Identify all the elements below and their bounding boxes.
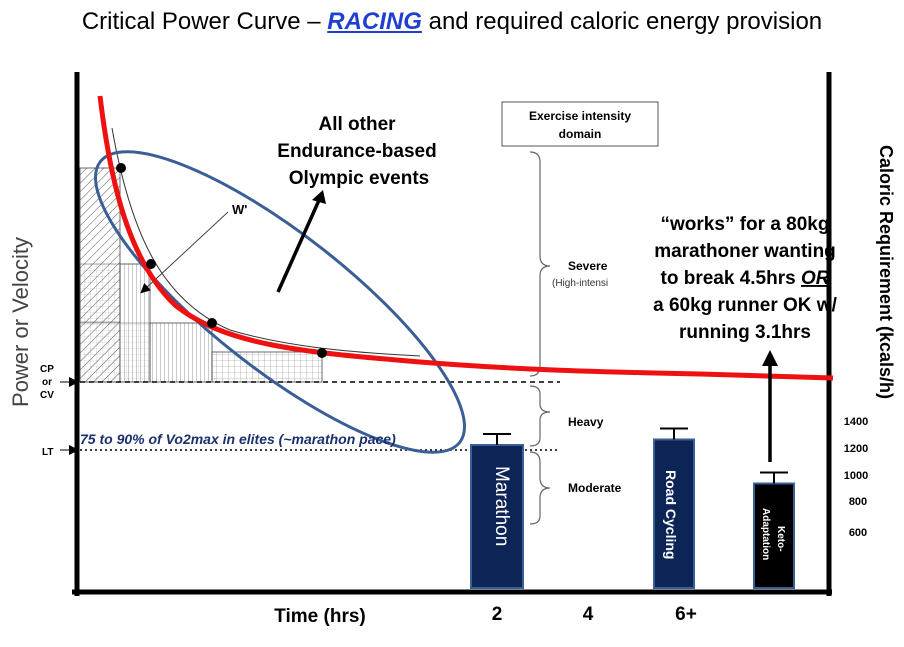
- x-axis-label: Time (hrs): [274, 606, 366, 627]
- y-right-tick: 1400: [844, 416, 868, 428]
- keto-note-2: marathoner wanting: [654, 241, 836, 262]
- domain-severe-sub: (High-intensi: [552, 278, 608, 289]
- curve-point: [207, 318, 217, 328]
- curve-point: [116, 163, 126, 173]
- y-right-tick: 600: [849, 527, 867, 539]
- domain-heavy: Heavy: [568, 415, 604, 429]
- bar-label-marathon: Marathon: [491, 466, 512, 546]
- bar-road-cycling: [653, 438, 695, 589]
- curve-point: [146, 259, 156, 269]
- reference-curve: [111, 127, 421, 357]
- cp-label-1: CP: [40, 364, 54, 375]
- x-tick: 2: [492, 604, 503, 625]
- bar-marathon: [470, 444, 524, 589]
- title-racing: RACING: [327, 8, 422, 35]
- olympic-line1: All other: [318, 114, 396, 135]
- y-right-tick: 1200: [844, 443, 868, 455]
- y-right-tick: 800: [849, 496, 867, 508]
- w-prime-area: [79, 167, 323, 383]
- chart-title: Critical Power Curve – RACING and requir…: [0, 8, 904, 36]
- domain-box: [501, 101, 659, 147]
- lt-label: LT: [42, 447, 53, 458]
- domain-severe: Severe: [568, 259, 608, 273]
- domain-moderate: Moderate: [568, 481, 622, 495]
- bar-label-keto-2: Adaptation: [760, 508, 771, 560]
- keto-note-4: a 60kg runner OK w/: [653, 295, 837, 316]
- keto-note-3: to break 4.5hrs OR: [661, 268, 830, 289]
- keto-note-1: “works” for a 80kg: [661, 214, 830, 235]
- keto-arrowhead: [762, 350, 778, 366]
- keto-note-5: running 3.1hrs: [679, 322, 811, 343]
- curve-point: [317, 348, 327, 358]
- olympic-line3: Olympic events: [289, 168, 429, 189]
- brace-heavy: [529, 385, 551, 447]
- w-prime-pointer: [140, 211, 229, 294]
- critical-power-curve: [97, 95, 834, 381]
- olympic-events-ellipse: [94, 150, 466, 454]
- y-left-label: Power or Velocity: [8, 237, 33, 407]
- w-prime-label: W': [232, 202, 247, 217]
- olympic-line2: Endurance-based: [277, 141, 436, 162]
- keto-note-3-prefix: to break 4.5hrs: [661, 268, 801, 289]
- bar-label-keto-1: Keto-: [775, 526, 786, 552]
- olympic-arrowhead: [312, 190, 326, 204]
- vo2max-label: 75 to 90% of Vo2max in elites (~marathon…: [80, 431, 396, 447]
- bars-layer: [470, 427, 795, 589]
- cp-label-2: or: [42, 377, 52, 388]
- brace-severe: [529, 151, 551, 377]
- keto-note-3-or: OR: [801, 268, 830, 289]
- domain-box-line1: Exercise intensity: [529, 109, 631, 123]
- bar-keto-adaptation: [753, 482, 795, 589]
- title-prefix: Critical Power Curve –: [81, 8, 328, 35]
- y-right-tick: 1000: [844, 470, 868, 482]
- domain-box-line2: domain: [559, 127, 602, 141]
- x-tick: 4: [583, 604, 594, 625]
- cp-label-3: CV: [40, 390, 54, 401]
- brace-moderate: [529, 451, 551, 525]
- bar-label-road-cycling: Road Cycling: [663, 470, 679, 559]
- y-right-label: Caloric Requirement (kcals/h): [876, 145, 896, 399]
- x-tick: 6+: [675, 604, 697, 625]
- title-suffix: and required caloric energy provision: [421, 8, 823, 35]
- olympic-arrow: [276, 197, 322, 293]
